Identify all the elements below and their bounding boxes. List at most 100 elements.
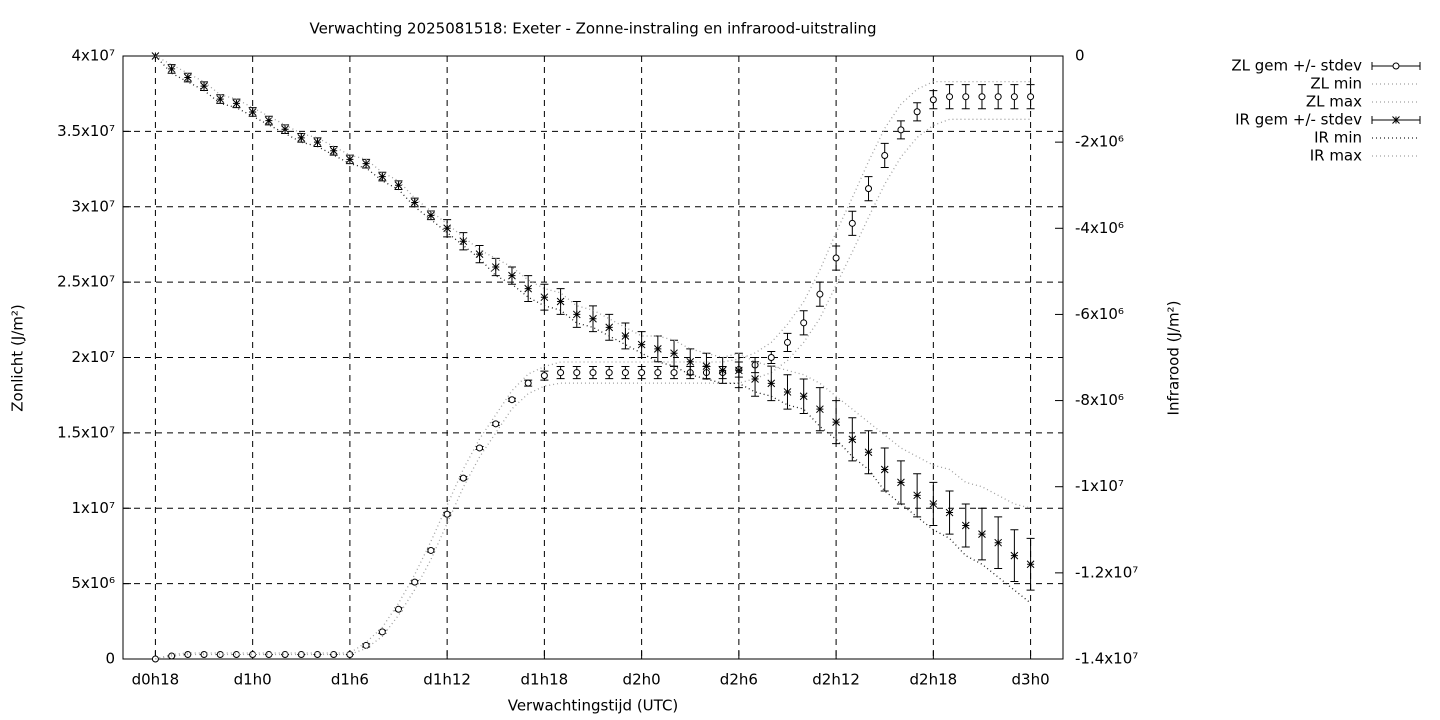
error-bar [945,84,954,110]
marker [832,254,840,262]
error-bar [815,387,824,432]
error-bar [637,331,646,358]
legend-label: ZL min [1310,75,1362,93]
error-bar [994,84,1003,110]
marker [362,159,370,168]
marker [702,362,711,370]
marker [670,349,678,358]
y-tick-label: 4x10⁷ [71,47,115,65]
error-bar [313,137,322,147]
error-bar [345,650,354,658]
marker [459,237,468,246]
x-tick-label: d3h0 [1012,671,1050,689]
x-tick-label: d1h12 [423,671,471,689]
error-bar [378,628,387,636]
marker [297,133,306,142]
y2-tick-label: 0 [1075,47,1085,65]
error-bar [232,98,241,109]
error-bar [216,94,225,104]
error-bar [653,366,662,380]
marker [783,338,791,346]
y2-tick-label: -1.2x10⁷ [1075,563,1138,581]
legend-label: IR gem +/- stdev [1235,111,1362,129]
marker [216,650,224,658]
error-bar [1026,537,1035,591]
error-bar [394,180,403,191]
x-tick-label: d2h0 [623,671,661,689]
marker [1026,560,1035,569]
error-bar [475,245,484,264]
error-bar [297,650,306,658]
error-bar [524,275,533,303]
marker [540,293,549,302]
error-bar [297,133,306,143]
marker [718,366,727,375]
marker [329,146,338,155]
marker [1027,93,1035,101]
line-series [155,118,1031,660]
marker [394,181,403,190]
marker [589,369,597,377]
error-bar [507,396,516,404]
error-bar [183,72,192,83]
marker [994,93,1002,101]
marker [961,521,970,530]
error-bar [815,281,824,307]
error-bar [977,507,986,561]
marker [346,155,354,164]
marker [929,96,937,104]
error-bar [1026,84,1035,110]
x-tick-label: d1h6 [331,671,369,689]
x-tick-label: d1h18 [521,671,569,689]
marker [638,369,646,377]
legend-label: ZL max [1306,93,1362,111]
error-bar [540,370,549,381]
error-bar [621,366,630,380]
error-bar [994,516,1003,570]
error-bar [832,400,841,445]
error-bar [767,350,776,365]
error-bar [524,379,533,387]
error-bar [637,366,646,380]
legend-label: IR min [1314,129,1362,147]
error-bar [572,301,581,328]
marker [556,297,565,306]
error-bar [329,145,338,156]
marker [686,357,695,366]
marker [281,125,289,134]
marker [459,474,467,482]
error-bar [313,650,322,658]
marker [443,510,451,518]
y2-tick-label: -6x10⁶ [1075,305,1124,323]
error-bar [459,232,468,251]
marker [410,198,419,207]
error-bar [1010,529,1019,582]
marker [637,340,646,349]
error-bar [945,490,954,535]
marker [816,290,824,298]
marker [573,369,581,377]
error-bar [961,84,970,110]
marker [557,369,565,377]
error-bar [670,366,679,380]
marker [897,126,905,134]
marker [1010,551,1019,560]
marker [605,369,613,377]
error-bar [929,90,938,110]
marker [589,314,597,323]
error-bar [896,460,905,505]
error-bar [572,366,581,380]
marker [540,372,548,380]
error-bar [443,510,452,518]
x-tick-label: d2h18 [910,671,958,689]
marker [978,93,986,101]
error-bar [880,142,889,169]
error-bar [913,473,922,518]
error-bar [589,305,597,333]
error-bar [475,444,484,452]
marker [962,93,970,101]
marker [395,605,403,613]
marker [524,284,533,293]
marker [492,420,500,428]
